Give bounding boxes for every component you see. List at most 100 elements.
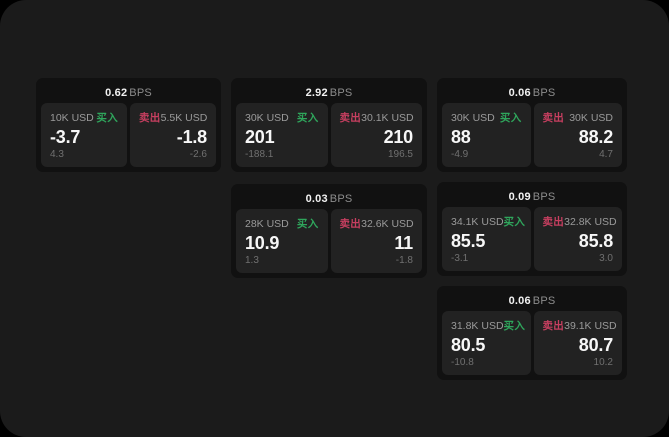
sell-tag[interactable]: 卖出 <box>339 218 362 230</box>
quote-board: 0.62 BPS 10K USD 买入 -3.7 4.3 卖出 5.5K USD -1.8 -2.… <box>36 78 636 380</box>
sell-delta: 4.7 <box>599 149 613 160</box>
bps-unit-label: BPS <box>329 193 353 205</box>
sell-price: 11 <box>394 232 413 253</box>
sell-delta: 3.0 <box>599 253 613 264</box>
sell-price: 85.8 <box>578 230 613 251</box>
quote-card[interactable]: 2.92 BPS 30K USD 买入 201 -188.1 卖出 30.1K USD 210 1… <box>231 78 427 172</box>
panel-top-row: 34.1K USD 买入 <box>451 215 525 229</box>
sell-size-label: 5.5K USD <box>160 111 208 124</box>
sell-price: -1.8 <box>176 126 207 147</box>
sell-delta: -2.6 <box>189 149 207 160</box>
sell-price: 80.7 <box>578 334 613 355</box>
card-bps-header: 0.06 BPS <box>442 83 622 103</box>
buy-tag[interactable]: 买入 <box>296 218 319 230</box>
buy-tag[interactable]: 买入 <box>503 320 526 332</box>
sell-price: 88.2 <box>578 126 613 147</box>
panel-top-row: 卖出 30K USD <box>542 111 614 125</box>
buy-tag[interactable]: 买入 <box>499 112 522 124</box>
card-body: 28K USD 买入 10.9 1.3 卖出 32.6K USD 11 -1.8 <box>236 209 422 273</box>
sell-panel[interactable]: 卖出 32.6K USD 11 -1.8 <box>330 209 422 273</box>
bps-value: 0.06 <box>508 87 531 99</box>
sell-panel[interactable]: 卖出 39.1K USD 80.7 10.2 <box>533 311 622 375</box>
bps-value: 2.92 <box>305 87 328 99</box>
buy-size-label: 30K USD <box>451 111 495 124</box>
sell-size-label: 32.6K USD <box>361 217 414 230</box>
buy-delta: 4.3 <box>50 149 64 160</box>
buy-delta: 1.3 <box>245 255 259 266</box>
sell-price: 210 <box>383 126 414 147</box>
sell-panel[interactable]: 卖出 30.1K USD 210 196.5 <box>330 103 422 167</box>
buy-price: 85.5 <box>451 230 486 251</box>
sell-tag[interactable]: 卖出 <box>542 112 565 124</box>
quote-card[interactable]: 0.62 BPS 10K USD 买入 -3.7 4.3 卖出 5.5K USD -1.8 -2.… <box>36 78 221 172</box>
buy-size-label: 28K USD <box>245 217 289 230</box>
sell-tag[interactable]: 卖出 <box>542 216 565 228</box>
panel-top-row: 卖出 39.1K USD <box>542 319 617 333</box>
quote-column-3: 0.06 BPS 30K USD 买入 88 -4.9 卖出 30K USD 88.2 4.7 0.… <box>437 78 627 380</box>
buy-tag[interactable]: 买入 <box>503 216 526 228</box>
card-body: 10K USD 买入 -3.7 4.3 卖出 5.5K USD -1.8 -2.6 <box>41 103 216 167</box>
panel-top-row: 28K USD 买入 <box>245 217 319 231</box>
sell-tag[interactable]: 卖出 <box>339 112 362 124</box>
sell-size-label: 32.8K USD <box>564 215 617 228</box>
panel-top-row: 卖出 5.5K USD <box>139 111 208 125</box>
panel-top-row: 卖出 32.8K USD <box>542 215 617 229</box>
card-body: 30K USD 买入 88 -4.9 卖出 30K USD 88.2 4.7 <box>442 103 622 167</box>
buy-price: 10.9 <box>245 232 280 253</box>
buy-panel[interactable]: 28K USD 买入 10.9 1.3 <box>236 209 328 273</box>
quote-card[interactable]: 0.03 BPS 28K USD 买入 10.9 1.3 卖出 32.6K USD 11 -1.8 <box>231 184 427 278</box>
bps-unit-label: BPS <box>329 87 353 99</box>
quote-column-2: 2.92 BPS 30K USD 买入 201 -188.1 卖出 30.1K USD 210 1… <box>231 78 427 278</box>
sell-size-label: 30K USD <box>569 111 613 124</box>
buy-size-label: 10K USD <box>50 111 94 124</box>
buy-delta: -3.1 <box>451 253 469 264</box>
bps-unit-label: BPS <box>129 87 152 99</box>
quote-card[interactable]: 0.09 BPS 34.1K USD 买入 85.5 -3.1 卖出 32.8K USD 85.… <box>437 182 627 276</box>
sell-delta: 10.2 <box>593 357 613 368</box>
card-bps-header: 0.62 BPS <box>41 83 216 103</box>
panel-top-row: 31.8K USD 买入 <box>451 319 525 333</box>
bps-unit-label: BPS <box>532 87 556 99</box>
panel-top-row: 卖出 32.6K USD <box>339 217 414 231</box>
buy-panel[interactable]: 31.8K USD 买入 80.5 -10.8 <box>442 311 531 375</box>
buy-price: 88 <box>451 126 471 147</box>
sell-delta: 196.5 <box>387 149 413 160</box>
buy-delta: -188.1 <box>245 149 274 160</box>
quote-column-1: 0.62 BPS 10K USD 买入 -3.7 4.3 卖出 5.5K USD -1.8 -2.… <box>36 78 221 172</box>
quote-card[interactable]: 0.06 BPS 30K USD 买入 88 -4.9 卖出 30K USD 88.2 4.7 <box>437 78 627 172</box>
card-bps-header: 0.06 BPS <box>442 291 622 311</box>
sell-panel[interactable]: 卖出 5.5K USD -1.8 -2.6 <box>130 103 216 167</box>
buy-delta: -10.8 <box>451 357 474 368</box>
sell-panel[interactable]: 卖出 30K USD 88.2 4.7 <box>533 103 622 167</box>
buy-size-label: 34.1K USD <box>451 215 504 228</box>
card-body: 34.1K USD 买入 85.5 -3.1 卖出 32.8K USD 85.8 3.0 <box>442 207 622 271</box>
buy-delta: -4.9 <box>451 149 469 160</box>
sell-panel[interactable]: 卖出 32.8K USD 85.8 3.0 <box>533 207 622 271</box>
bps-unit-label: BPS <box>532 191 556 203</box>
buy-tag[interactable]: 买入 <box>296 112 319 124</box>
buy-price: 80.5 <box>451 334 486 355</box>
buy-panel[interactable]: 10K USD 买入 -3.7 4.3 <box>41 103 127 167</box>
bps-unit-label: BPS <box>532 295 556 307</box>
panel-top-row: 10K USD 买入 <box>50 111 118 125</box>
buy-tag[interactable]: 买入 <box>96 112 118 124</box>
buy-size-label: 30K USD <box>245 111 289 124</box>
sell-tag[interactable]: 卖出 <box>139 112 161 124</box>
sell-size-label: 39.1K USD <box>564 319 617 332</box>
buy-price: -3.7 <box>50 126 81 147</box>
card-bps-header: 0.03 BPS <box>236 189 422 209</box>
sell-delta: -1.8 <box>395 255 413 266</box>
quote-card[interactable]: 0.06 BPS 31.8K USD 买入 80.5 -10.8 卖出 39.1K USD 80… <box>437 286 627 380</box>
bps-value: 0.09 <box>508 191 531 203</box>
card-body: 30K USD 买入 201 -188.1 卖出 30.1K USD 210 196.5 <box>236 103 422 167</box>
bps-value: 0.03 <box>305 193 328 205</box>
sell-size-label: 30.1K USD <box>361 111 414 124</box>
buy-panel[interactable]: 30K USD 买入 201 -188.1 <box>236 103 328 167</box>
buy-size-label: 31.8K USD <box>451 319 504 332</box>
buy-panel[interactable]: 30K USD 买入 88 -4.9 <box>442 103 531 167</box>
buy-panel[interactable]: 34.1K USD 买入 85.5 -3.1 <box>442 207 531 271</box>
panel-top-row: 30K USD 买入 <box>451 111 522 125</box>
sell-tag[interactable]: 卖出 <box>542 320 565 332</box>
card-body: 31.8K USD 买入 80.5 -10.8 卖出 39.1K USD 80.7 10.2 <box>442 311 622 375</box>
